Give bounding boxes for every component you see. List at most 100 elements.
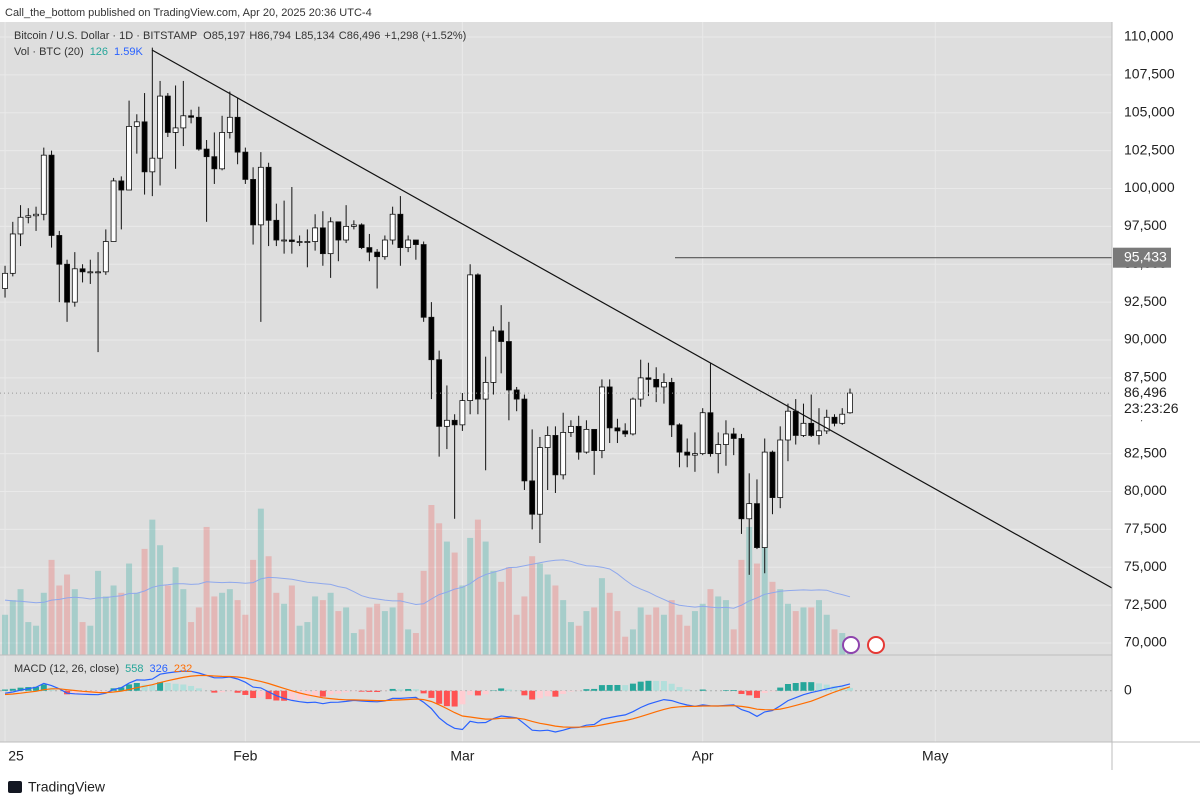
- flag-icon[interactable]: [867, 636, 885, 654]
- macd-histogram-bar: [699, 689, 706, 691]
- volume-bar: [343, 607, 350, 655]
- volume-bar: [203, 526, 210, 655]
- volume-bar: [95, 570, 102, 655]
- volume-bar: [219, 592, 226, 655]
- candle-body: [350, 224, 357, 227]
- volume-bar: [110, 585, 117, 655]
- volume-bar: [389, 607, 396, 655]
- candle-body: [575, 425, 582, 453]
- macd-histogram-bar: [133, 683, 140, 691]
- y-tick-label: 107,500: [1124, 66, 1175, 82]
- candle-body: [48, 154, 55, 236]
- candle-body: [56, 235, 63, 265]
- macd-histogram-bar: [172, 683, 179, 691]
- volume-bar: [560, 600, 567, 655]
- volume-bar: [567, 622, 574, 655]
- candle-body: [358, 224, 365, 248]
- candle-body: [443, 419, 450, 427]
- x-tick-label: May: [922, 748, 948, 764]
- volume-bar: [513, 614, 520, 655]
- candle-body: [661, 382, 667, 388]
- candle-body: [808, 422, 815, 436]
- volume-bar: [505, 567, 512, 655]
- candle-body: [87, 271, 94, 274]
- volume-bar: [653, 607, 660, 655]
- macd-histogram-bar: [684, 689, 691, 691]
- candle-body: [33, 213, 39, 217]
- volume-bar: [211, 596, 218, 655]
- candle-body: [126, 125, 132, 191]
- candle-body: [327, 221, 334, 255]
- macd-histogram-bar: [428, 690, 435, 698]
- volume-bar: [133, 592, 140, 655]
- volume-bar: [575, 625, 582, 655]
- candle-body: [296, 241, 303, 243]
- candle-body: [645, 377, 652, 380]
- volume-bar: [753, 563, 760, 655]
- macd-histogram-bar: [629, 683, 636, 691]
- volume-bar: [598, 578, 605, 655]
- macd-histogram-bar: [234, 690, 241, 693]
- candle-body: [405, 239, 412, 248]
- candle-body: [265, 166, 272, 221]
- event-icon[interactable]: [842, 636, 860, 654]
- volume-bar: [769, 581, 776, 655]
- volume-bar: [668, 600, 675, 655]
- candle-body: [102, 241, 109, 273]
- candle-body: [2, 272, 8, 289]
- macd-histogram-bar: [784, 684, 791, 691]
- macd-histogram-bar: [9, 688, 16, 691]
- candle-body: [226, 116, 233, 133]
- candle-body: [17, 216, 24, 235]
- candle-body: [335, 221, 342, 241]
- candle-body: [172, 127, 179, 133]
- countdown: 23:23:26: [1124, 400, 1179, 416]
- macd-histogram-bar: [451, 690, 458, 707]
- volume-bar: [428, 505, 435, 655]
- candle-body: [568, 425, 574, 433]
- macd-histogram-bar: [281, 690, 288, 701]
- macd-histogram-bar: [769, 690, 776, 692]
- volume-bar: [815, 600, 822, 655]
- y-tick-label: 77,500: [1124, 520, 1167, 536]
- volume-bar: [288, 585, 295, 655]
- volume-bar: [17, 589, 24, 655]
- candle-body: [397, 213, 404, 248]
- y-tick-label: 102,500: [1124, 141, 1175, 157]
- ohlc-key: H: [249, 30, 257, 42]
- ohlc-key: L: [295, 30, 301, 42]
- volume-bar: [808, 607, 815, 655]
- macd-histogram-bar: [622, 685, 629, 691]
- candle-body: [552, 435, 559, 476]
- volume-bar: [684, 625, 691, 655]
- candle-body: [180, 115, 187, 129]
- candle-body: [521, 398, 528, 482]
- candle-body: [513, 389, 520, 400]
- publisher: Call_the_bottom published on TradingView…: [5, 7, 372, 19]
- volume-bar: [645, 614, 652, 655]
- candle-body: [544, 435, 551, 448]
- volume-bar: [443, 541, 450, 655]
- candle-body: [599, 386, 605, 451]
- volume-bar: [405, 629, 412, 655]
- y-tick-label: 110,000: [1124, 28, 1174, 44]
- volume-bar: [459, 585, 466, 655]
- volume-bar: [722, 600, 729, 655]
- macd-histogram-bar: [288, 690, 295, 701]
- volume-bar: [498, 581, 505, 655]
- candle-body: [211, 156, 218, 170]
- candle-body: [304, 241, 311, 243]
- volume-bar: [327, 592, 334, 655]
- macd-histogram-bar: [164, 683, 171, 691]
- macd-histogram-bar: [800, 682, 807, 691]
- ohlc-key: O: [203, 30, 212, 42]
- candle-body: [273, 219, 280, 241]
- change: +1,298 (+1.52%): [384, 30, 466, 42]
- signal-line: [4, 674, 851, 728]
- volume-bar: [467, 537, 474, 655]
- y-tick-label: 82,500: [1124, 444, 1167, 460]
- macd-histogram-bar: [405, 689, 412, 691]
- candle-body: [250, 179, 256, 226]
- volume-bar: [800, 607, 807, 655]
